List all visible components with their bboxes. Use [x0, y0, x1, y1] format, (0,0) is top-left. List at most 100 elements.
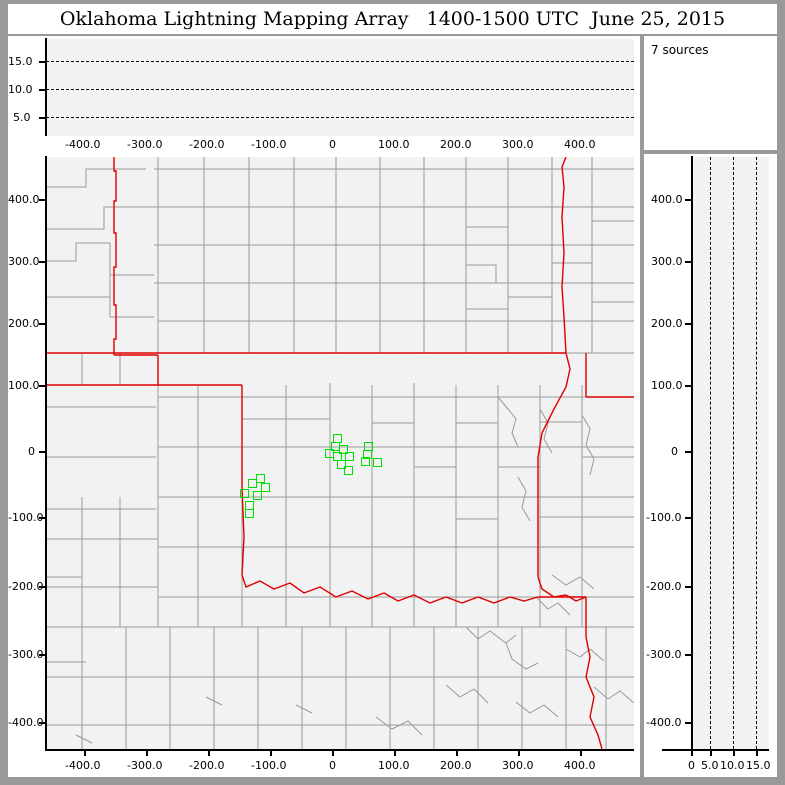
county-boundaries — [46, 157, 634, 749]
top-y-tick-10 — [39, 89, 46, 91]
top-histogram-panel: 0 5.0 10.0 15.0 — [8, 36, 640, 152]
map-x-tick--200 — [208, 750, 210, 756]
right-y-ticklabel-300: 300.0 — [651, 255, 683, 268]
top-x-ticklabel-300: 300.0 — [502, 138, 534, 151]
right-y-ticklabel-200: 200.0 — [651, 317, 683, 330]
map-y-ticklabel--100: -100.0 — [8, 511, 44, 524]
map-x-tick-0 — [332, 750, 334, 756]
right-y-tick--200 — [685, 586, 692, 588]
title-bar: Oklahoma Lightning Mapping Array 1400-15… — [8, 4, 777, 34]
top-y-ticklabel-5: 5.0 — [13, 111, 31, 124]
map-y-ticklabel-0: 0 — [28, 445, 35, 458]
right-x-ticklabel-10: 10.0 — [720, 759, 745, 772]
map-x-tick-300 — [518, 750, 520, 756]
map-x-tick-200 — [456, 750, 458, 756]
map-y-tick-400 — [39, 199, 46, 201]
map-x-ticklabel--300: -300.0 — [127, 759, 163, 772]
map-x-ticklabel-200: 200.0 — [440, 759, 472, 772]
right-x-tick-0 — [691, 750, 693, 756]
page-title: Oklahoma Lightning Mapping Array 1400-15… — [59, 8, 726, 30]
map-y-tick-100 — [39, 385, 46, 387]
map-geography — [46, 157, 634, 749]
map-y-ticklabel-100: 100.0 — [8, 379, 40, 392]
source-count-label: 7 sources — [651, 43, 709, 57]
right-x-ticklabel-0: 0 — [688, 759, 695, 772]
top-y-tick-5 — [39, 117, 46, 119]
map-x-tick--300 — [146, 750, 148, 756]
map-x-tick-100 — [394, 750, 396, 756]
map-y-tick-300 — [39, 261, 46, 263]
right-y-tick-200 — [685, 323, 692, 325]
map-y-ticklabel-400: 400.0 — [8, 193, 40, 206]
right-y-tick--100 — [685, 517, 692, 519]
top-y-axis — [45, 38, 47, 146]
map-y-ticklabel--300: -300.0 — [8, 648, 44, 661]
top-gridline-10 — [46, 89, 634, 90]
right-gridline-15 — [756, 157, 757, 749]
map-y-tick--300 — [39, 654, 46, 656]
top-y-ticklabel-10: 10.0 — [8, 83, 33, 96]
top-histogram-plot-area — [46, 39, 634, 145]
top-x-ticklabel--200: -200.0 — [189, 138, 225, 151]
map-x-tick-400 — [580, 750, 582, 756]
sources-panel: 7 sources — [644, 36, 777, 150]
right-y-ticklabel-100: 100.0 — [651, 379, 683, 392]
map-x-ticklabel--400: -400.0 — [65, 759, 101, 772]
map-y-ticklabel-300: 300.0 — [8, 255, 40, 268]
right-y-ticklabel--400: -400.0 — [646, 716, 682, 729]
right-y-tick-100 — [685, 385, 692, 387]
map-y-tick--100 — [39, 517, 46, 519]
map-x-ticklabel-300: 300.0 — [502, 759, 534, 772]
top-x-ticklabel-0: 0 — [329, 138, 336, 151]
top-x-ticklabel-400: 400.0 — [564, 138, 596, 151]
map-panel: 400.0 300.0 200.0 100.0 0 -100.0 -200.0 … — [8, 154, 640, 777]
map-x-tick--100 — [270, 750, 272, 756]
map-y-tick-0 — [39, 451, 46, 453]
top-y-ticklabel-15: 15.0 — [8, 55, 33, 68]
map-y-ticklabel--200: -200.0 — [8, 580, 44, 593]
right-x-tick-10 — [733, 750, 735, 756]
right-y-axis — [691, 156, 693, 750]
top-x-ticklabel-100: 100.0 — [378, 138, 410, 151]
map-x-tick--400 — [84, 750, 86, 756]
map-x-ticklabel-0: 0 — [329, 759, 336, 772]
map-x-axis — [45, 749, 634, 751]
right-y-tick--400 — [685, 722, 692, 724]
right-x-tick-15 — [756, 750, 758, 756]
top-x-ticklabel-strip: -400.0 -300.0 -200.0 -100.0 0 100.0 200.… — [8, 136, 640, 154]
state-boundaries — [46, 157, 634, 749]
right-y-ticklabel-0: 0 — [671, 445, 678, 458]
map-x-ticklabel-400: 400.0 — [564, 759, 596, 772]
right-histogram-panel: 400.0 300.0 200.0 100.0 0 -100.0 -200.0 … — [644, 154, 777, 777]
right-y-tick-300 — [685, 261, 692, 263]
map-x-ticklabel--100: -100.0 — [251, 759, 287, 772]
right-x-axis — [662, 749, 769, 751]
map-x-ticklabel--200: -200.0 — [189, 759, 225, 772]
right-y-ticklabel--300: -300.0 — [646, 648, 682, 661]
map-y-tick--400 — [39, 722, 46, 724]
top-y-tick-15 — [39, 61, 46, 63]
right-y-ticklabel-400: 400.0 — [651, 193, 683, 206]
right-histogram-plot-area — [692, 157, 769, 749]
map-plot-area[interactable] — [46, 157, 634, 749]
map-y-axis — [45, 156, 47, 750]
top-gridline-5 — [46, 117, 634, 118]
right-gridline-10 — [733, 157, 734, 749]
right-y-tick--300 — [685, 654, 692, 656]
map-y-ticklabel--400: -400.0 — [8, 716, 44, 729]
right-x-ticklabel-5: 5.0 — [701, 759, 719, 772]
top-x-ticklabel-200: 200.0 — [440, 138, 472, 151]
right-x-tick-5 — [710, 750, 712, 756]
map-y-tick-200 — [39, 323, 46, 325]
top-gridline-15 — [46, 61, 634, 62]
map-x-ticklabel-100: 100.0 — [378, 759, 410, 772]
right-y-tick-400 — [685, 199, 692, 201]
top-x-ticklabel--300: -300.0 — [127, 138, 163, 151]
right-y-ticklabel--100: -100.0 — [646, 511, 682, 524]
map-y-ticklabel-200: 200.0 — [8, 317, 40, 330]
right-x-ticklabel-15: 15.0 — [746, 759, 771, 772]
right-y-ticklabel--200: -200.0 — [646, 580, 682, 593]
top-x-ticklabel--400: -400.0 — [65, 138, 101, 151]
map-y-tick--200 — [39, 586, 46, 588]
